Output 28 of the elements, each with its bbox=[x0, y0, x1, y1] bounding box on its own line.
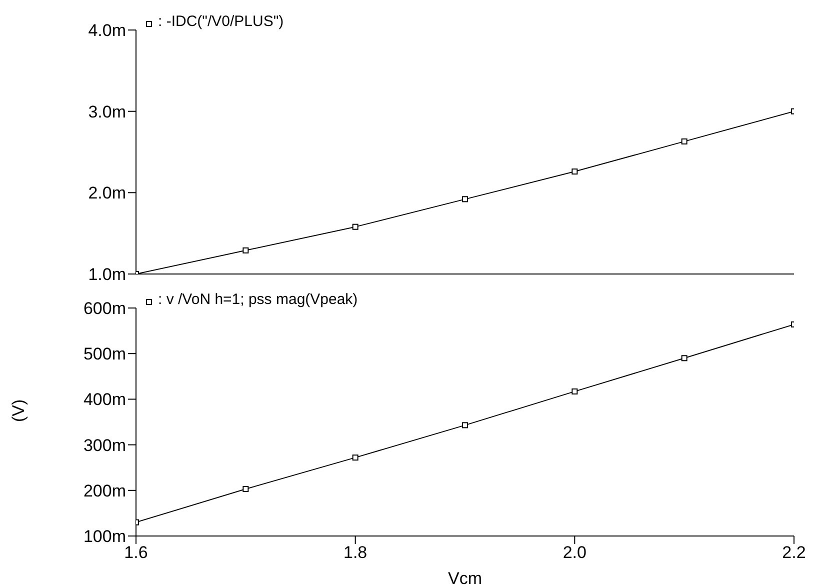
y-tick-label: 400m bbox=[83, 390, 126, 410]
x-tick-label: 1.8 bbox=[344, 543, 368, 562]
x-axis-title: Vcm bbox=[448, 569, 482, 587]
y-tick-label: 500m bbox=[83, 344, 126, 364]
point bbox=[242, 486, 249, 492]
y-tick-label: 100m bbox=[83, 527, 126, 546]
x-tick-label: 1.6 bbox=[124, 543, 148, 562]
point bbox=[681, 355, 688, 362]
point bbox=[242, 247, 249, 254]
point bbox=[572, 388, 578, 394]
y-tick-label: 4.0m bbox=[88, 21, 126, 40]
x-tick-label: 2.0 bbox=[562, 543, 586, 562]
point bbox=[462, 196, 468, 202]
legend-label: : v /VoN h=1; pss mag(Vpeak) bbox=[158, 291, 358, 308]
y-tick-label: 1.0m bbox=[88, 265, 126, 284]
y-tick-label: 2.0m bbox=[88, 184, 126, 203]
y-axis-title: (V) bbox=[9, 399, 28, 422]
point bbox=[352, 454, 358, 461]
y-tick-label: 3.0m bbox=[88, 102, 126, 122]
x-tick-label: 2.2 bbox=[782, 543, 806, 562]
point bbox=[572, 168, 578, 175]
point bbox=[462, 422, 468, 428]
y-tick-label: 200m bbox=[83, 481, 126, 500]
y-tick-label: 600m bbox=[83, 299, 126, 318]
point bbox=[681, 138, 688, 144]
y-tick-label: 300m bbox=[83, 436, 126, 455]
point bbox=[352, 224, 358, 230]
legend-label: : -IDC("/V0/PLUS") bbox=[158, 13, 284, 30]
